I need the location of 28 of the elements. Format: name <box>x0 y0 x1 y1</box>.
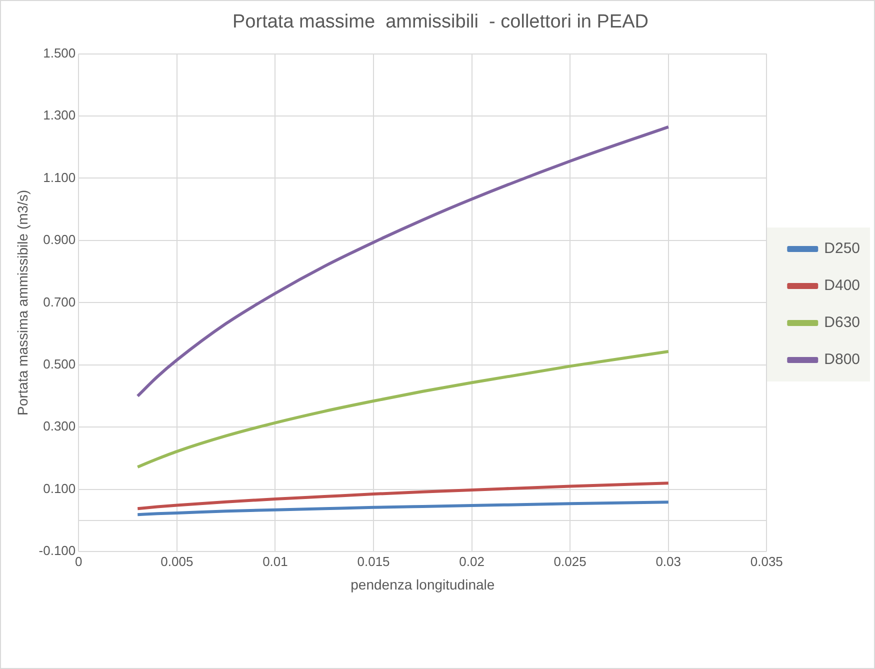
x-tick-label: 0.015 <box>357 554 390 569</box>
line-series <box>136 482 670 510</box>
legend-label: D800 <box>824 351 860 368</box>
y-axis-title: Portata massima ammissibile (m3/s) <box>14 190 30 416</box>
x-tick-label: 0.01 <box>262 554 288 569</box>
y-tick-label: 1.300 <box>43 108 76 123</box>
x-tick-label: 0.02 <box>459 554 484 569</box>
line-series <box>136 500 670 516</box>
legend-label: D250 <box>824 240 860 258</box>
line-series <box>136 350 670 468</box>
y-tick-label: 0.100 <box>43 480 76 496</box>
x-tick-label: 0.03 <box>656 554 682 569</box>
y-tick-label: 0.700 <box>43 294 76 310</box>
y-tick-label: 1.500 <box>43 45 76 60</box>
legend-label: D630 <box>824 314 860 332</box>
x-tick-label: 0.035 <box>750 554 783 569</box>
y-tick-label: 0.900 <box>43 232 76 248</box>
y-tick-label: 0.500 <box>43 356 76 372</box>
y-tick-label: 0.300 <box>43 418 76 434</box>
x-tick-label: 0.025 <box>554 554 586 569</box>
chart-title: Portata massime ammissibili - collettori in PEAD <box>232 12 648 33</box>
x-axis-title: pendenza longitudinale <box>350 576 495 592</box>
x-tick-label: 0.005 <box>160 554 194 569</box>
y-tick-label: -0.100 <box>38 543 76 558</box>
line-series <box>136 125 670 398</box>
y-tick-label: 1.100 <box>43 170 76 185</box>
x-tick-label: 0 <box>75 554 82 569</box>
legend-label: D400 <box>824 277 860 294</box>
